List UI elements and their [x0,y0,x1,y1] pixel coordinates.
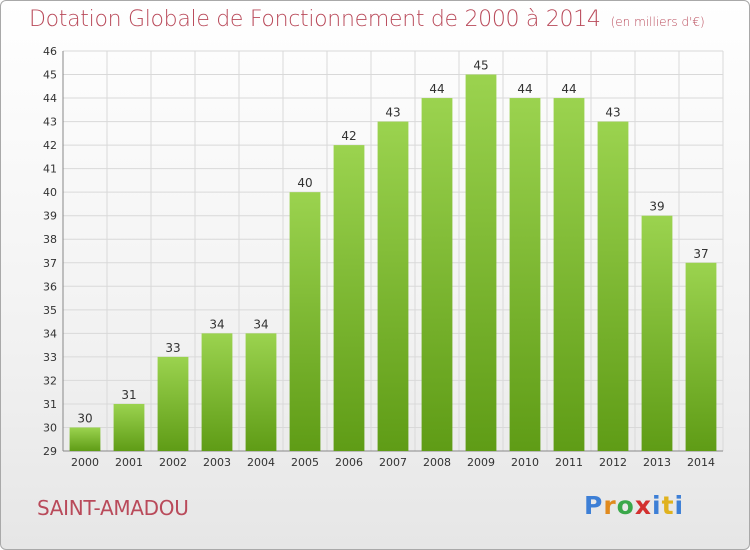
proxiti-logo: Proxiti [584,491,685,520]
bars [69,74,717,452]
data-label: 37 [693,247,708,261]
y-tick-label: 34 [43,327,57,340]
data-label: 33 [165,341,180,355]
y-tick-label: 31 [43,398,57,411]
bar [113,403,145,451]
chart-title-text: Dotation Globale de Fonctionnement de 20… [29,7,601,32]
data-label: 44 [429,82,444,96]
bar [157,356,189,451]
bar [245,333,277,451]
x-tick-label: 2009 [467,456,495,469]
x-tick-label: 2014 [687,456,715,469]
y-tick-label: 30 [43,421,57,434]
x-tick-label: 2002 [159,456,187,469]
data-label: 31 [121,388,136,402]
bar [201,333,233,451]
labels: 30 2000 31 2001 33 2002 34 2003 34 2004 40 2005 42 20… [71,59,715,469]
x-tick-label: 2000 [71,456,99,469]
data-label: 30 [77,411,92,425]
bar [69,427,101,451]
bar [465,74,497,451]
bar [685,262,717,451]
y-tick-label: 43 [43,116,57,129]
chart-subtitle: (en milliers d'€) [610,15,705,29]
bar [377,121,409,452]
bar [597,121,629,452]
y-tick-label: 32 [43,374,57,387]
data-label: 43 [605,106,620,120]
data-label: 34 [253,317,268,331]
x-tick-label: 2003 [203,456,231,469]
y-tick-label: 40 [43,186,57,199]
bar [641,215,673,451]
y-tick-label: 37 [43,257,57,270]
x-tick-label: 2006 [335,456,363,469]
data-label: 34 [209,317,224,331]
bar [289,192,321,452]
data-label: 45 [473,59,488,73]
data-label: 44 [561,82,576,96]
y-tick-label: 29 [43,445,57,458]
bar [421,98,453,451]
y-tick-label: 42 [43,139,57,152]
x-tick-label: 2013 [643,456,671,469]
data-label: 42 [341,129,356,143]
x-tick-label: 2007 [379,456,407,469]
x-tick-label: 2004 [247,456,275,469]
x-tick-label: 2011 [555,456,583,469]
x-tick-label: 2008 [423,456,451,469]
data-label: 40 [297,176,312,190]
data-label: 43 [385,106,400,120]
chart-title: Dotation Globale de Fonctionnement de 20… [29,7,705,32]
y-tick-label: 44 [43,92,57,105]
y-tick-label: 35 [43,304,57,317]
y-tick-label: 41 [43,163,57,176]
y-tick-label: 33 [43,351,57,364]
commune-name: SAINT-AMADOU [37,496,189,520]
x-tick-label: 2012 [599,456,627,469]
x-tick-label: 2010 [511,456,539,469]
x-tick-label: 2005 [291,456,319,469]
data-label: 44 [517,82,532,96]
data-label: 39 [649,200,664,214]
x-tick-label: 2001 [115,456,143,469]
y-tick-label: 39 [43,210,57,223]
bar [553,98,585,451]
y-tick-label: 46 [43,45,57,58]
bar [509,98,541,451]
y-tick-label: 36 [43,280,57,293]
bar [333,145,365,451]
y-tick-label: 45 [43,69,57,82]
y-tick-label: 38 [43,233,57,246]
